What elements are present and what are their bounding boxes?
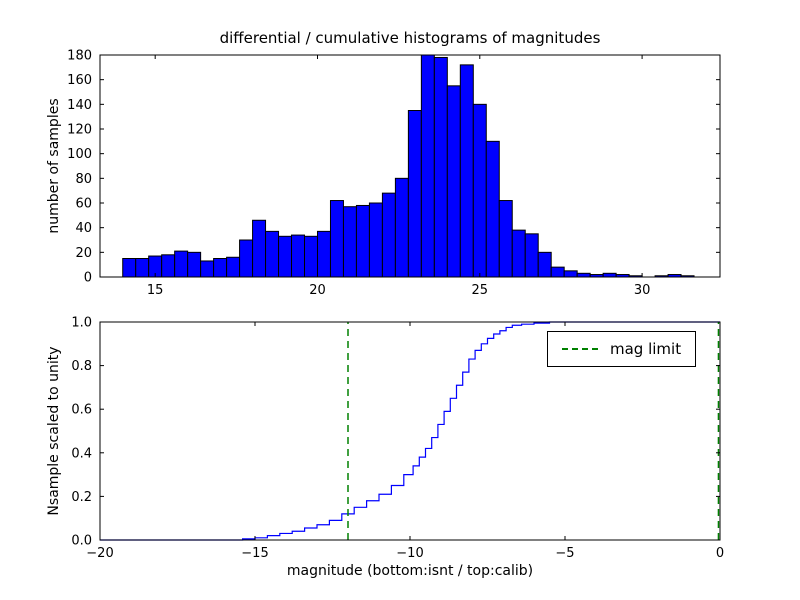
legend-dashed-line-icon [562, 348, 598, 350]
histogram-bar [355, 204, 370, 278]
histogram-bar [459, 64, 474, 278]
x-tick-label: −20 [86, 546, 113, 561]
histogram-bar [200, 260, 215, 278]
bottom-y-axis-label: Nsample scaled to unity [46, 346, 62, 516]
x-tick-label: 0 [716, 546, 724, 561]
histogram-bar [304, 235, 318, 278]
histogram-bar [329, 200, 344, 278]
histogram-bar [226, 256, 241, 278]
y-tick-label: 0.4 [71, 446, 92, 461]
histogram-bar [511, 229, 526, 278]
histogram-bar [174, 250, 189, 278]
histogram-bar [485, 140, 500, 278]
histogram-bar [498, 200, 513, 278]
histogram-bar [161, 254, 176, 278]
histogram-bar [446, 85, 461, 278]
histogram-bar [368, 202, 383, 278]
histogram-bar [252, 219, 267, 278]
histogram-bar [278, 235, 293, 278]
histogram-bar [420, 54, 435, 278]
cumulative-step-line [100, 321, 720, 541]
histogram-bar [316, 230, 331, 278]
y-tick-label: 0.0 [71, 534, 92, 549]
histogram-bar [472, 103, 487, 278]
histogram-bar [239, 239, 254, 278]
histogram-bar [122, 258, 137, 278]
legend-label: mag limit [610, 340, 682, 358]
histogram-bar [394, 177, 409, 278]
y-tick-label: 180 [67, 49, 92, 64]
histogram-bar [291, 234, 306, 278]
histogram-bar [576, 272, 591, 278]
x-tick-label: −15 [241, 546, 268, 561]
x-axis-label: magnitude (bottom:isnt / top:calib) [286, 563, 534, 579]
histogram-bar [550, 266, 565, 278]
x-tick-label: 20 [309, 283, 326, 298]
histogram-bar [135, 258, 150, 278]
y-tick-label: 60 [75, 197, 92, 212]
histogram-bar [524, 233, 539, 278]
legend: mag limit [547, 331, 697, 367]
y-tick-label: 0.2 [71, 490, 92, 505]
top-y-axis-label: number of samples [46, 98, 62, 234]
histogram-bar [563, 270, 578, 278]
chart-title: differential / cumulative histograms of … [219, 29, 601, 47]
y-tick-label: 0.8 [71, 359, 92, 374]
y-tick-label: 120 [67, 123, 92, 138]
y-tick-label: 160 [67, 73, 92, 88]
y-tick-label: 100 [67, 147, 92, 162]
y-tick-label: 80 [75, 172, 92, 187]
x-tick-label: 30 [634, 283, 651, 298]
y-tick-label: 0 [84, 271, 92, 286]
y-tick-label: 0.6 [71, 403, 92, 418]
histogram-bar [433, 56, 448, 278]
histogram-bar [265, 230, 280, 278]
histogram-bar [537, 251, 552, 278]
y-tick-label: 40 [75, 221, 92, 236]
histogram-bar [342, 206, 357, 278]
histogram-bar [187, 251, 202, 278]
x-tick-label: −10 [396, 546, 423, 561]
histogram-bar [381, 192, 396, 278]
x-tick-label: 15 [147, 283, 164, 298]
y-tick-label: 1.0 [71, 316, 92, 331]
histogram-bar [602, 272, 617, 278]
y-tick-label: 140 [67, 98, 92, 113]
axes-spines [99, 54, 721, 278]
histogram-bar [407, 110, 422, 278]
x-tick-label: −5 [555, 546, 574, 561]
x-tick-label: 25 [472, 283, 489, 298]
histogram-bar [213, 258, 228, 278]
y-tick-label: 20 [75, 246, 92, 261]
